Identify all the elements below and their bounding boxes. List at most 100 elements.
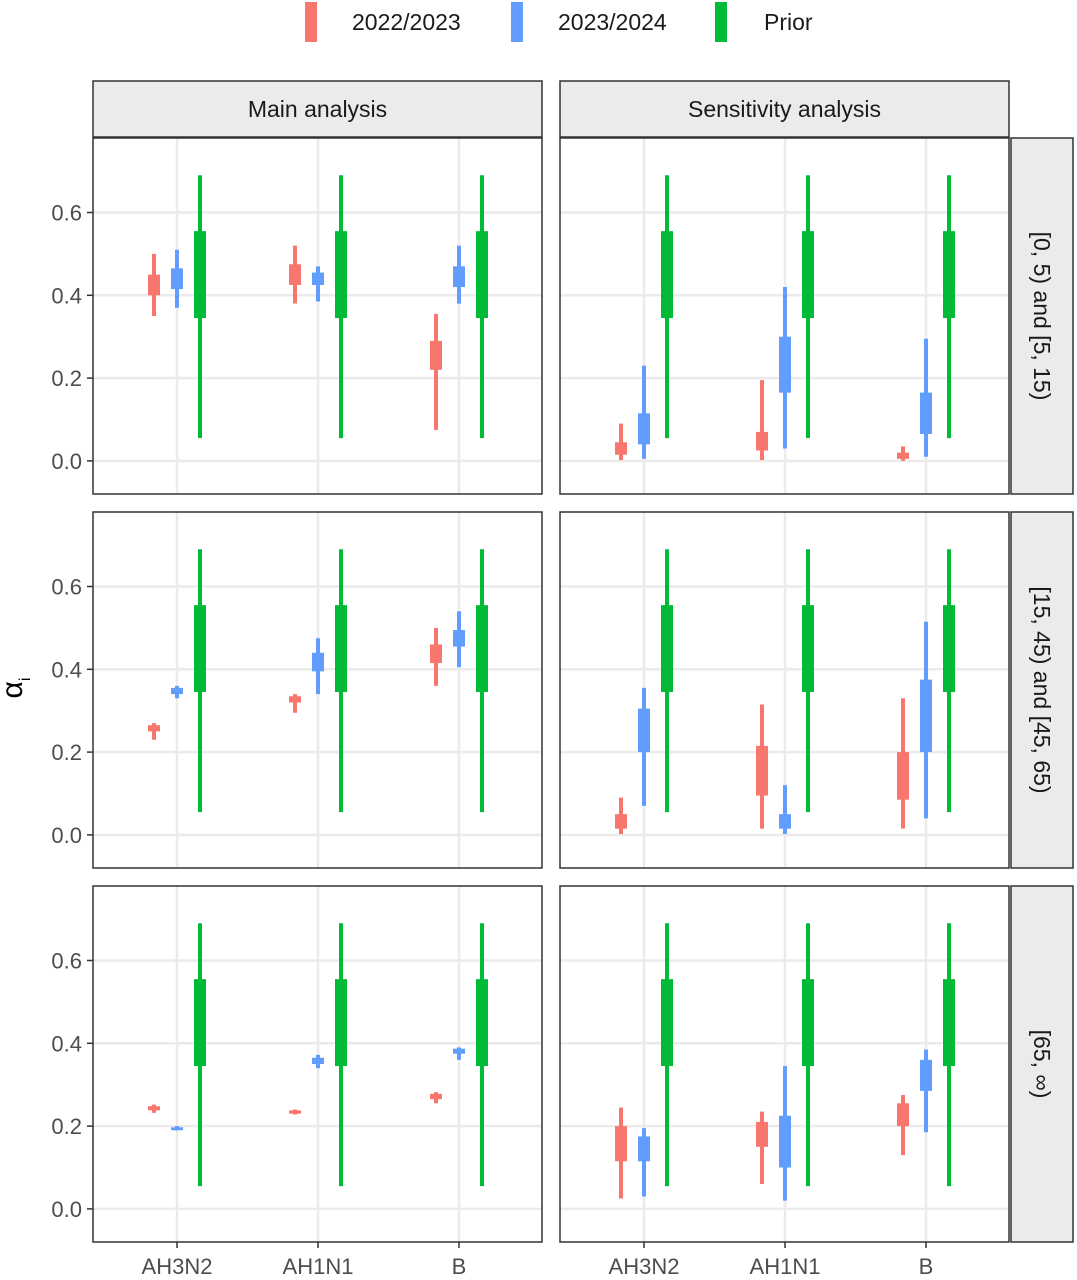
row-strip: [0, 5) and [5, 15) (1010, 137, 1074, 495)
interval-inner-bar (194, 979, 206, 1067)
interval-inner-bar (615, 814, 627, 829)
interval-inner-bar (335, 231, 347, 319)
interval-inner-bar (615, 442, 627, 455)
panel-border (92, 511, 543, 869)
interval-inner-bar (779, 814, 791, 829)
interval-inner-bar (476, 979, 488, 1067)
interval-inner-bar (312, 272, 324, 285)
legend-label: Prior (764, 9, 813, 35)
y-axis-title-subscript: i (17, 678, 34, 682)
interval-inner-bar (476, 231, 488, 319)
y-tick-label: 0.6 (51, 575, 82, 600)
facet-panel (559, 137, 1010, 495)
interval-inner-bar (171, 1127, 183, 1131)
column-strip: Main analysis (92, 80, 543, 138)
y-tick-label: 0.6 (51, 201, 82, 226)
interval-inner-bar (335, 979, 347, 1067)
interval-inner-bar (171, 268, 183, 290)
interval-inner-bar (312, 1057, 324, 1064)
legend: 2022/2023 2023/2024 Prior (305, 2, 813, 42)
interval-inner-bar (194, 231, 206, 319)
interval-inner-bar (756, 431, 768, 451)
interval-inner-bar (430, 644, 442, 664)
panel-border (559, 137, 1010, 495)
y-tick-label: 0.2 (51, 740, 82, 765)
row-strip-label: [15, 45) and [45, 65) (1029, 586, 1055, 793)
legend-item-1: 2022/2023 (305, 2, 461, 42)
interval-inner-bar (661, 979, 673, 1067)
interval-inner-bar (289, 264, 301, 285)
panel-border (92, 137, 543, 495)
row-strip-bg (1010, 885, 1074, 1243)
interval-inner-bar (802, 605, 814, 693)
interval-inner-bar (897, 1103, 909, 1127)
interval-inner-bar (920, 679, 932, 753)
interval-inner-bar (312, 652, 324, 672)
interval-inner-bar (289, 1110, 301, 1114)
interval-inner-bar (171, 687, 183, 695)
y-tick-label: 0.4 (51, 283, 82, 308)
interval-inner-bar (897, 752, 909, 800)
facet-strips: Main analysis Sensitivity analysis [0, 5) … (92, 80, 1074, 1243)
legend-swatch (511, 2, 523, 42)
interval-inner-bar (335, 605, 347, 693)
interval-inner-bar (638, 1136, 650, 1162)
row-strip-bg (1010, 137, 1074, 495)
interval-inner-bar (638, 708, 650, 753)
interval-inner-bar (453, 629, 465, 647)
column-strip-bg (559, 80, 1010, 138)
x-tick-label: AH3N2 (609, 1254, 680, 1279)
interval-inner-bar (476, 605, 488, 693)
interval-inner-bar (756, 1121, 768, 1147)
facet-panels (92, 137, 1010, 1243)
y-axis-title: αi (0, 678, 34, 699)
interval-inner-bar (661, 231, 673, 319)
y-tick-label: 0.2 (51, 366, 82, 391)
interval-inner-bar (430, 340, 442, 370)
row-strip-label: [0, 5) and [5, 15) (1029, 232, 1055, 401)
y-tick-label: 0.4 (51, 657, 82, 682)
column-strip-label: Sensitivity analysis (688, 96, 881, 122)
interval-inner-bar (802, 979, 814, 1067)
facet-panel (559, 885, 1010, 1243)
interval-inner-bar (779, 1115, 791, 1168)
interval-inner-bar (920, 1059, 932, 1091)
interval-inner-bar (943, 979, 955, 1067)
interval-inner-bar (920, 392, 932, 434)
legend-item-3: Prior (715, 2, 813, 42)
legend-label: 2022/2023 (352, 9, 461, 35)
row-strip: [65, ∞) (1010, 885, 1074, 1243)
facet-panel (92, 511, 543, 869)
x-tick-label: B (919, 1254, 934, 1279)
interval-inner-bar (194, 605, 206, 693)
column-strip-label: Main analysis (248, 96, 387, 122)
legend-label: 2023/2024 (558, 9, 667, 35)
x-tick-label: B (452, 1254, 467, 1279)
row-strip: [15, 45) and [45, 65) (1010, 511, 1074, 869)
y-tick-label: 0.0 (51, 823, 82, 848)
facet-panel (559, 511, 1010, 869)
column-strip: Sensitivity analysis (559, 80, 1010, 138)
legend-item-2: 2023/2024 (511, 2, 667, 42)
y-tick-label: 0.0 (51, 1197, 82, 1222)
interval-inner-bar (638, 413, 650, 445)
interval-inner-bar (430, 1093, 442, 1100)
interval-inner-bar (943, 605, 955, 693)
x-tick-label: AH1N1 (283, 1254, 354, 1279)
interval-inner-bar (756, 745, 768, 796)
interval-inner-bar (148, 725, 160, 732)
interval-inner-bar (897, 452, 909, 459)
y-tick-label: 0.4 (51, 1031, 82, 1056)
interval-inner-bar (289, 696, 301, 703)
x-tick-label: AH3N2 (142, 1254, 213, 1279)
row-strip-bg (1010, 511, 1074, 869)
interval-inner-bar (148, 274, 160, 296)
y-axis-title-main: α (0, 681, 29, 698)
x-tick-label: AH1N1 (750, 1254, 821, 1279)
interval-inner-bar (453, 1048, 465, 1054)
facet-panel (92, 885, 543, 1243)
row-strip-label: [65, ∞) (1029, 1030, 1055, 1099)
legend-swatch (715, 2, 727, 42)
interval-inner-bar (453, 266, 465, 288)
